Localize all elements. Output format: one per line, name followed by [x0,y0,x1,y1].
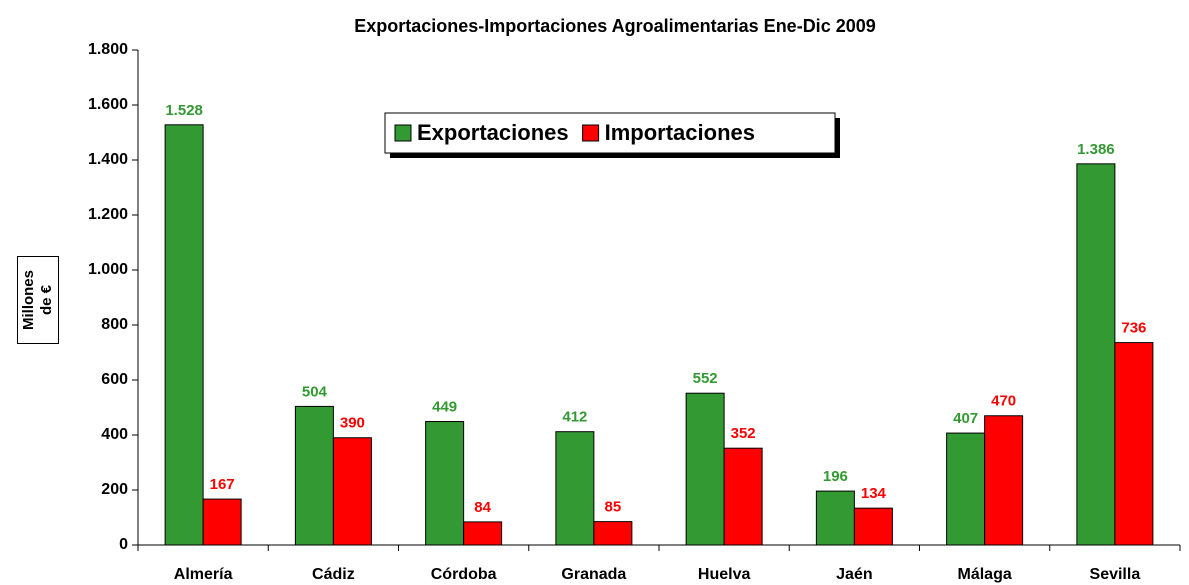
x-tick-label: Sevilla [1090,566,1141,583]
data-label: 390 [340,415,365,432]
y-tick-label: 200 [101,481,128,498]
data-label: 85 [605,499,622,516]
data-label: 449 [432,398,457,415]
data-label: 736 [1121,320,1146,337]
legend-box [384,112,836,154]
data-label: 504 [302,383,328,400]
y-tick-label: 800 [101,316,128,333]
y-tick-label: 1.800 [88,41,128,58]
bar [685,392,725,546]
bar [593,521,633,546]
legend-label: Importaciones [605,120,755,145]
x-tick-label: Córdoba [431,566,497,583]
bar [332,437,372,546]
bar [294,405,334,546]
bar [815,490,855,546]
legend-swatch [394,124,412,142]
y-tick-label: 0 [119,536,128,553]
legend-swatch [582,124,600,142]
data-label: 1.528 [165,102,203,119]
x-tick-label: Huelva [698,566,751,583]
data-label: 552 [693,370,718,387]
data-label: 84 [474,499,491,516]
x-tick-label: Jaén [836,566,872,583]
data-label: 352 [731,425,756,442]
bar [984,415,1024,546]
bar [946,432,986,546]
bar [555,431,595,546]
y-axis-label: Millones de € [17,256,59,344]
bar [1076,163,1116,546]
x-tick-label: Granada [561,566,626,583]
data-label: 1.386 [1077,141,1115,158]
bar [425,421,465,546]
legend-label: Exportaciones [417,120,569,145]
bar [463,521,503,546]
data-label: 470 [991,393,1016,410]
data-label: 196 [823,468,848,485]
y-tick-label: 1.200 [88,206,128,223]
y-tick-label: 1.000 [88,261,128,278]
data-label: 407 [953,410,978,427]
y-tick-label: 600 [101,371,128,388]
bar [723,447,763,546]
x-tick-label: Cádiz [312,566,355,583]
y-tick-label: 1.600 [88,96,128,113]
data-label: 167 [210,476,235,493]
bar [202,498,242,546]
bar [164,124,204,546]
bar [1114,342,1154,546]
y-tick-label: 1.400 [88,151,128,168]
data-label: 134 [861,485,887,502]
chart-title: Exportaciones-Importaciones Agroalimenta… [354,16,876,36]
data-label: 412 [562,409,587,426]
bar [853,507,893,546]
y-tick-label: 400 [101,426,128,443]
x-tick-label: Málaga [958,566,1012,583]
x-tick-label: Almería [174,566,233,583]
